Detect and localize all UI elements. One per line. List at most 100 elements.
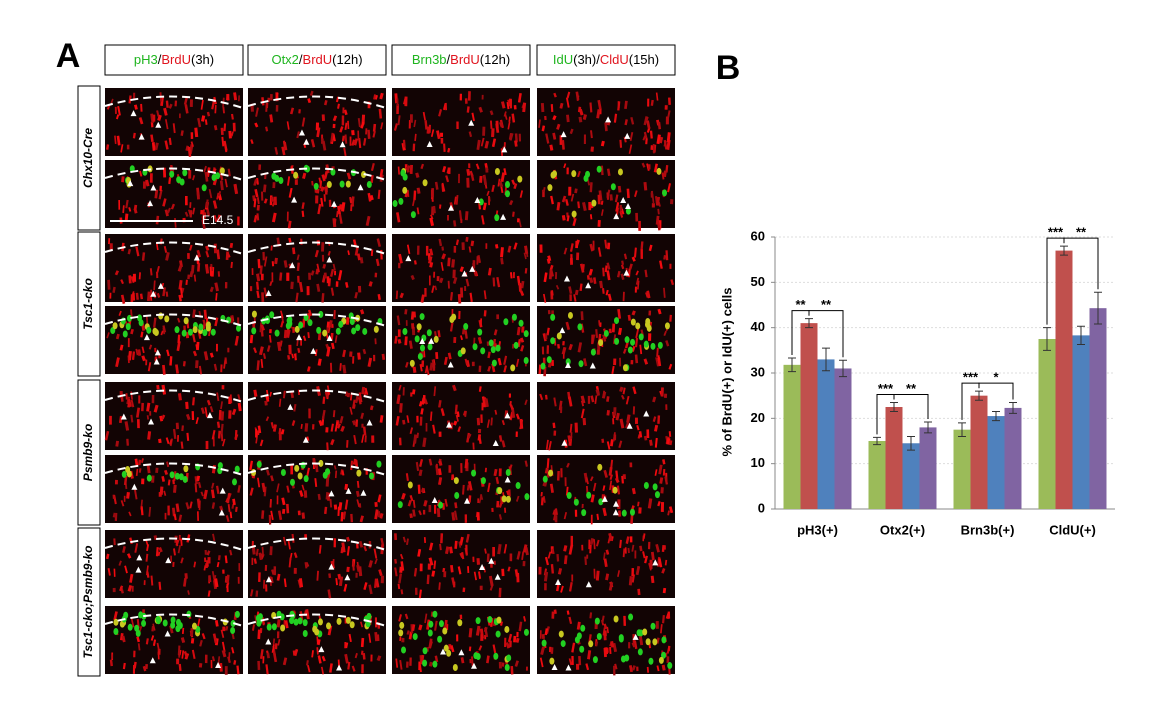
cell-signal — [467, 237, 468, 242]
cell-signal — [657, 638, 658, 644]
cell-signal — [591, 538, 593, 544]
cell-signal — [353, 421, 355, 425]
cell-signal — [499, 358, 501, 365]
green-cell — [235, 466, 240, 473]
green-cell — [557, 333, 562, 340]
green-cell — [480, 347, 485, 354]
cell-signal — [571, 129, 573, 134]
cell-signal — [509, 246, 510, 253]
cell-signal — [576, 290, 577, 295]
cell-signal — [301, 424, 302, 429]
cell-signal — [619, 186, 620, 192]
cell-signal — [295, 649, 297, 656]
cell-signal — [334, 410, 335, 417]
cell-signal — [418, 188, 419, 194]
cell-signal — [264, 185, 265, 193]
cell-signal — [577, 240, 579, 246]
cell-signal — [123, 636, 124, 642]
cell-signal — [540, 365, 541, 374]
cell-signal — [468, 169, 469, 175]
cell-signal — [399, 167, 400, 175]
green-cell — [597, 166, 602, 173]
cell-signal — [670, 431, 671, 437]
cell-signal — [303, 202, 304, 208]
cell-signal — [491, 418, 492, 426]
cell-signal — [594, 277, 595, 283]
green-cell — [457, 619, 462, 626]
cell-signal — [146, 554, 147, 562]
cell-signal — [492, 185, 494, 192]
cell-signal — [259, 259, 260, 268]
cell-signal — [165, 108, 167, 115]
cell-signal — [226, 555, 227, 563]
cell-signal — [345, 123, 346, 130]
cell-signal — [348, 173, 350, 179]
cell-signal — [215, 364, 216, 370]
cell-signal — [288, 176, 289, 185]
cell-signal — [367, 216, 369, 225]
green-cell — [635, 322, 640, 329]
green-cell — [506, 654, 511, 661]
cell-signal — [664, 288, 665, 298]
cell-signal — [657, 544, 659, 552]
green-cell — [123, 330, 128, 337]
cell-signal — [152, 626, 153, 631]
cell-signal — [406, 336, 407, 345]
cell-signal — [378, 656, 380, 661]
green-cell — [559, 631, 564, 638]
cell-signal — [149, 431, 150, 439]
cell-signal — [318, 284, 319, 292]
cell-signal — [306, 423, 307, 431]
cell-signal — [603, 288, 604, 294]
cell-signal — [371, 406, 372, 410]
cell-signal — [220, 410, 221, 420]
cell-signal — [406, 614, 408, 619]
cell-signal — [209, 575, 210, 582]
cell-signal — [361, 413, 362, 419]
cell-signal — [195, 275, 196, 282]
cell-signal — [251, 139, 252, 143]
cell-signal — [470, 628, 471, 637]
cell-signal — [165, 470, 167, 474]
cell-signal — [664, 588, 665, 593]
cell-signal — [193, 397, 194, 405]
micrograph — [105, 234, 243, 302]
cell-signal — [235, 434, 237, 439]
cell-signal — [662, 173, 663, 180]
cell-signal — [515, 183, 517, 188]
cell-signal — [578, 622, 579, 630]
cell-signal — [511, 272, 512, 278]
green-cell — [614, 338, 619, 345]
green-cell — [651, 623, 656, 630]
cell-signal — [670, 507, 672, 513]
cell-signal — [334, 116, 336, 121]
cell-signal — [370, 585, 372, 594]
cell-signal — [121, 393, 122, 402]
cell-signal — [604, 508, 606, 516]
cell-signal — [152, 576, 153, 586]
cell-signal — [383, 354, 384, 360]
cell-signal — [182, 425, 183, 431]
green-cell — [226, 317, 231, 324]
cell-signal — [374, 124, 375, 132]
cell-signal — [502, 102, 504, 109]
cell-signal — [218, 250, 219, 260]
cell-signal — [156, 190, 157, 199]
cell-signal — [284, 658, 286, 665]
cell-signal — [622, 274, 624, 280]
green-cell — [646, 638, 651, 645]
cell-signal — [239, 403, 240, 411]
cell-signal — [548, 328, 549, 335]
cell-signal — [312, 271, 314, 276]
cell-signal — [661, 624, 662, 633]
cell-signal — [359, 353, 360, 360]
cell-signal — [481, 176, 482, 183]
green-cell — [597, 633, 602, 640]
green-cell — [336, 328, 341, 335]
green-cell — [420, 313, 425, 320]
cell-signal — [143, 252, 144, 260]
cell-signal — [620, 140, 621, 148]
cell-signal — [372, 249, 373, 255]
cell-signal — [272, 197, 273, 202]
cell-signal — [183, 628, 184, 634]
